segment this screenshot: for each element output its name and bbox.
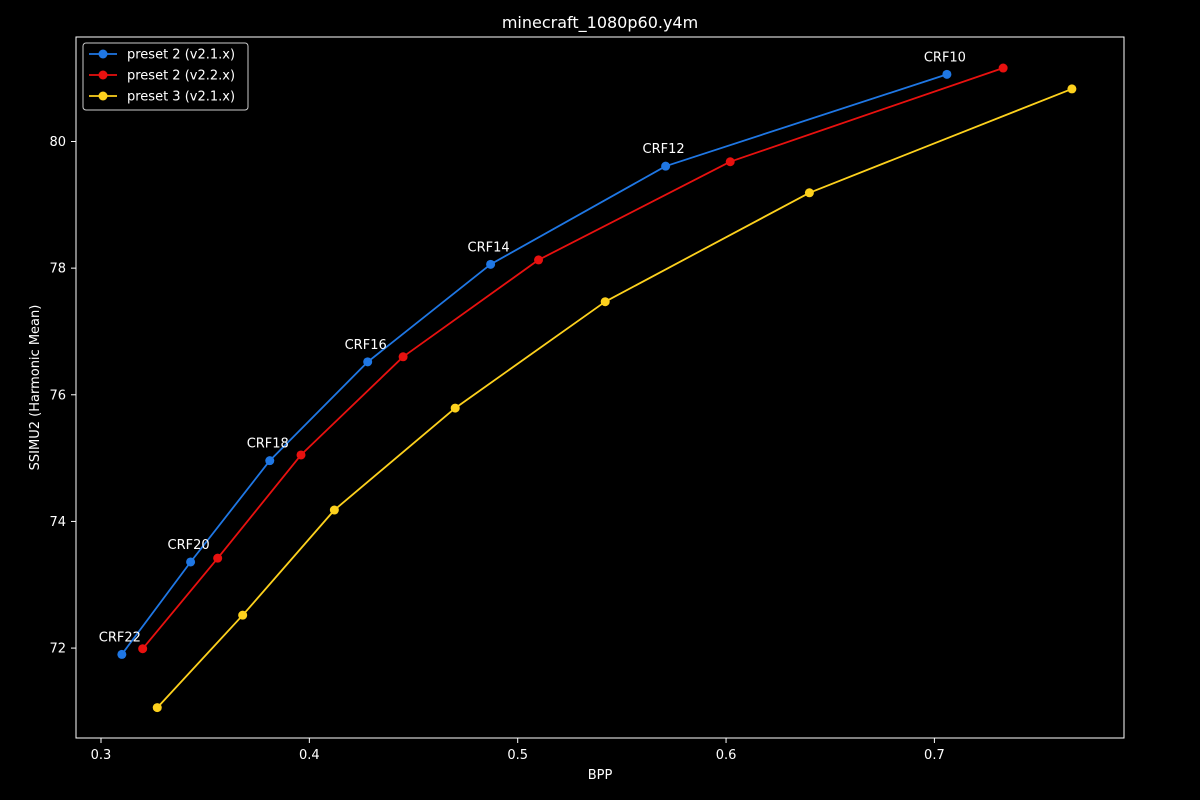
y-tick-label: 74: [49, 515, 66, 530]
crf-annotation: CRF22: [99, 630, 141, 645]
x-tick-label: 0.5: [507, 748, 528, 763]
series-layer: [117, 63, 1077, 713]
data-point: [296, 450, 306, 460]
chart-title: minecraft_1080p60.y4m: [502, 13, 698, 33]
crf-annotation: CRF14: [468, 240, 510, 255]
data-point: [534, 255, 544, 265]
y-tick-label: 76: [49, 388, 66, 403]
data-point: [600, 297, 610, 307]
legend-swatch-marker: [98, 70, 108, 80]
legend-swatch-marker: [98, 91, 108, 101]
series-1: [117, 69, 952, 659]
x-axis: 0.3 0.4 0.5 0.6 0.7: [91, 738, 945, 763]
x-tick-label: 0.6: [716, 748, 737, 763]
series-3: [152, 84, 1077, 713]
x-tick-label: 0.3: [91, 748, 112, 763]
series-2: [138, 63, 1008, 654]
plot-area-frame: [75, 36, 1125, 739]
legend-box: [82, 42, 249, 111]
data-point: [186, 557, 196, 567]
data-point: [942, 69, 952, 79]
crf-annotation: CRF18: [247, 437, 289, 452]
data-point: [138, 644, 148, 654]
data-point: [238, 610, 248, 620]
legend: preset 2 (v2.1.x) preset 2 (v2.2.x) preset…: [82, 42, 249, 111]
legend-label: preset 3 (v2.1.x): [127, 90, 235, 105]
annotation-layer: CRF22 CRF20 CRF18 CRF16 CRF14 CRF12 CRF10: [99, 50, 966, 645]
y-axis-label: SSIMU2 (Harmonic Mean): [28, 305, 43, 471]
x-axis-label: BPP: [588, 768, 613, 783]
crf-annotation: CRF10: [924, 50, 966, 65]
y-tick-label: 80: [49, 135, 66, 150]
x-tick-label: 0.4: [299, 748, 320, 763]
data-point: [152, 703, 162, 713]
legend-label: preset 2 (v2.2.x): [127, 69, 235, 84]
y-axis: 72 74 76 78 80: [49, 135, 76, 657]
data-point: [329, 505, 339, 515]
y-tick-label: 78: [49, 262, 66, 277]
crf-annotation: CRF12: [643, 142, 685, 157]
y-tick-label: 72: [49, 642, 66, 657]
legend-swatch-marker: [98, 49, 108, 59]
data-point: [661, 161, 671, 171]
data-point: [450, 403, 460, 413]
legend-label: preset 2 (v2.1.x): [127, 48, 235, 63]
crf-annotation: CRF20: [168, 538, 210, 553]
crf-annotation: CRF16: [345, 338, 387, 353]
data-point: [1067, 84, 1077, 94]
data-point: [998, 63, 1008, 73]
data-point: [725, 157, 735, 167]
data-point: [213, 553, 223, 563]
data-point: [804, 188, 814, 198]
data-point: [486, 259, 496, 269]
data-point: [363, 357, 373, 367]
data-point: [398, 352, 408, 362]
data-point: [265, 456, 275, 466]
x-tick-label: 0.7: [924, 748, 945, 763]
data-point: [117, 649, 127, 659]
